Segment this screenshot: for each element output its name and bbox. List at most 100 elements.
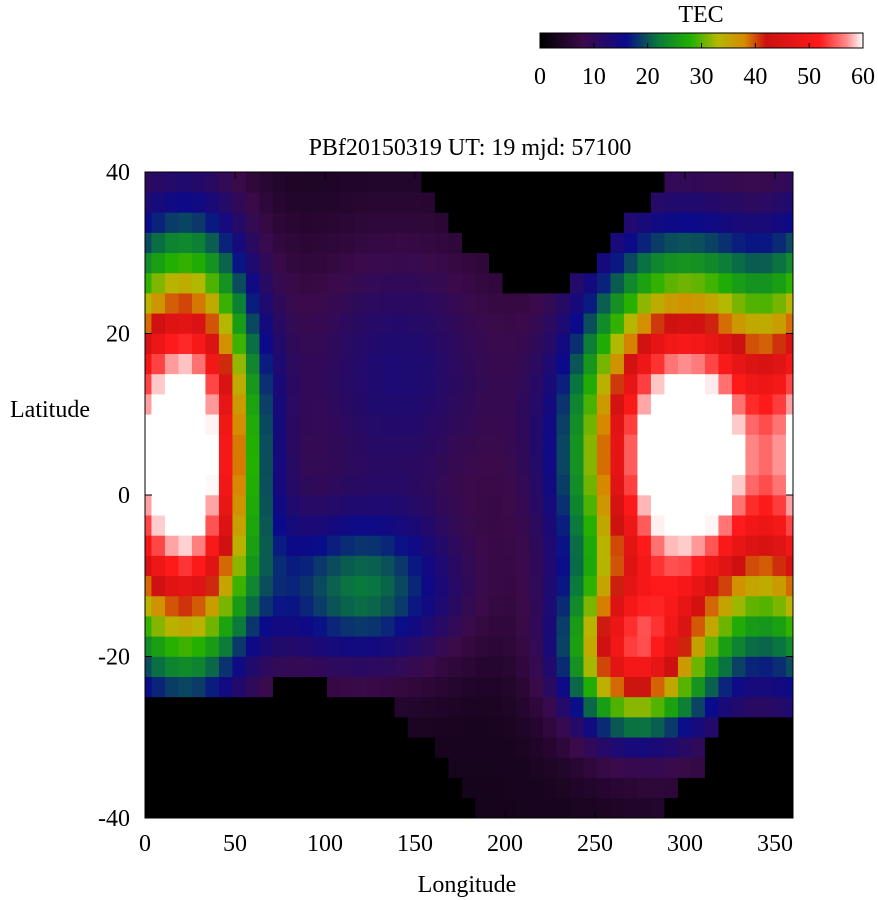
heatmap-cell (785, 353, 793, 375)
heatmap-cell (353, 454, 369, 476)
heatmap-cell (718, 615, 733, 637)
heatmap-cell (218, 636, 234, 657)
heatmap-cell (502, 252, 517, 274)
heatmap-cell (745, 636, 760, 657)
heatmap-cell (394, 353, 409, 375)
heatmap-cell (286, 474, 301, 496)
heatmap-cell (191, 393, 207, 415)
heatmap-cell (407, 676, 423, 698)
heatmap-cell (610, 636, 625, 657)
heatmap-cell (286, 172, 301, 193)
heatmap-cell (772, 373, 787, 395)
heatmap-cell (286, 535, 301, 556)
heatmap-cell (610, 393, 625, 415)
heatmap-cell (367, 736, 382, 758)
heatmap-cell (731, 474, 747, 496)
heatmap-cell (502, 393, 517, 415)
heatmap-cell (259, 333, 274, 354)
heatmap-cell (515, 535, 531, 556)
heatmap-cell (286, 757, 301, 778)
heatmap-cell (191, 777, 207, 799)
heatmap-cell (515, 232, 531, 254)
heatmap-cell (218, 212, 234, 233)
heatmap-cell (745, 393, 760, 415)
heatmap-cell (772, 535, 787, 556)
heatmap-cell (178, 434, 193, 455)
heatmap-cell (745, 676, 760, 698)
heatmap-cell (745, 555, 760, 577)
heatmap-cell (272, 494, 288, 516)
heatmap-cell (232, 514, 247, 536)
heatmap-cell (164, 676, 180, 698)
heatmap-cell (785, 172, 793, 193)
heatmap-cell (178, 333, 193, 354)
heatmap-cell (461, 777, 477, 799)
heatmap-cell (610, 413, 625, 435)
colorbar-tick-label: 10 (582, 64, 606, 90)
heatmap-cell (407, 494, 423, 516)
heatmap-cell (704, 797, 720, 818)
heatmap-cell (164, 333, 180, 354)
heatmap-cell (583, 393, 598, 415)
heatmap-cell (488, 615, 504, 637)
heatmap-cell (502, 172, 517, 193)
heatmap-cell (502, 413, 517, 435)
heatmap-cell (245, 777, 261, 799)
heatmap-cell (583, 434, 598, 455)
heatmap-cell (421, 797, 436, 818)
heatmap-cell (664, 797, 679, 818)
heatmap-cell (529, 676, 544, 698)
heatmap-cell (145, 656, 153, 677)
heatmap-cell (272, 212, 288, 233)
heatmap-cell (205, 191, 220, 213)
heatmap-cell (380, 474, 396, 496)
heatmap-cell (637, 272, 652, 294)
heatmap-cell (691, 353, 706, 375)
heatmap-cell (772, 736, 787, 758)
heatmap-cell (421, 353, 436, 375)
heatmap-cell (677, 535, 693, 556)
heatmap-cell (475, 757, 490, 778)
heatmap-cell (664, 393, 679, 415)
heatmap-cell (286, 313, 301, 334)
heatmap-cell (394, 373, 409, 395)
heatmap-cell (191, 797, 207, 818)
heatmap-cell (178, 292, 193, 314)
heatmap-cell (326, 191, 342, 213)
heatmap-cell (569, 353, 585, 375)
heatmap-cell (731, 555, 747, 577)
heatmap-cell (299, 474, 315, 496)
heatmap-cell (340, 272, 355, 294)
heatmap-cell (745, 595, 760, 617)
heatmap-cell (272, 353, 288, 375)
heatmap-cell (448, 797, 463, 818)
heatmap-cell (178, 575, 193, 597)
heatmap-cell (556, 555, 571, 577)
heatmap-cell (475, 535, 490, 556)
heatmap-cell (610, 353, 625, 375)
heatmap-cell (218, 555, 234, 577)
heatmap-cell (758, 474, 774, 496)
heatmap-cell (205, 615, 220, 637)
heatmap-cell (448, 333, 463, 354)
heatmap-cell (704, 191, 720, 213)
heatmap-cell (245, 797, 261, 818)
heatmap-cell (623, 555, 639, 577)
heatmap-cell (461, 191, 477, 213)
heatmap-cell (583, 292, 598, 314)
heatmap-cell (407, 716, 423, 738)
heatmap-cell (145, 454, 153, 476)
x-tick-label: 350 (757, 831, 793, 857)
heatmap-cell (259, 797, 274, 818)
heatmap-cell (461, 393, 477, 415)
heatmap-cell (623, 615, 639, 637)
heatmap-cell (758, 555, 774, 577)
heatmap-cell (353, 716, 369, 738)
heatmap-cell (637, 575, 652, 597)
heatmap-cell (394, 413, 409, 435)
heatmap-cell (394, 797, 409, 818)
heatmap-cell (515, 636, 531, 657)
heatmap-cell (178, 474, 193, 496)
heatmap-cell (178, 393, 193, 415)
heatmap-cell (245, 212, 261, 233)
